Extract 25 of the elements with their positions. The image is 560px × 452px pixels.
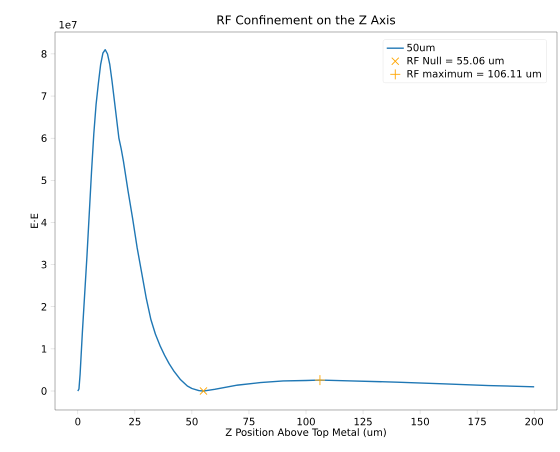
x-tick-label: 200 bbox=[525, 418, 544, 426]
legend-label: 50um bbox=[407, 44, 434, 52]
y-tick-label: 2 bbox=[42, 303, 46, 310]
x-axis-title: Z Position Above Top Metal (um) bbox=[226, 428, 386, 438]
y-tick-label: 3 bbox=[42, 260, 46, 268]
legend-label: RF maximum = 106.11 um bbox=[407, 70, 541, 78]
text: 1e7 bbox=[60, 21, 77, 28]
x-tick-label: 100 bbox=[298, 418, 315, 426]
x-tick-label: 0 bbox=[75, 418, 80, 426]
y-tick-label: 7 bbox=[42, 92, 46, 100]
x-tick-label: 125 bbox=[354, 418, 372, 426]
y-tick-label: 1 bbox=[42, 345, 46, 353]
y-tick-label: 4 bbox=[41, 218, 47, 226]
x-tick-label: 75 bbox=[243, 418, 254, 426]
x-tick-label: 150 bbox=[412, 418, 429, 426]
x-tick-label: 50 bbox=[186, 418, 198, 426]
x-tick-label: 25 bbox=[129, 418, 140, 426]
y-tick-label: 8 bbox=[42, 50, 47, 58]
x-tick-label: 175 bbox=[468, 418, 486, 426]
legend-label: RF Null = 55.06 um bbox=[407, 56, 504, 64]
chart-title: RF Confinement on the Z Axis bbox=[218, 15, 396, 24]
y-tick-label: 5 bbox=[42, 176, 46, 184]
y-axis-title: E·E bbox=[30, 214, 38, 228]
y-tick-label: 6 bbox=[42, 134, 47, 142]
y-tick-label: 0 bbox=[42, 387, 47, 395]
